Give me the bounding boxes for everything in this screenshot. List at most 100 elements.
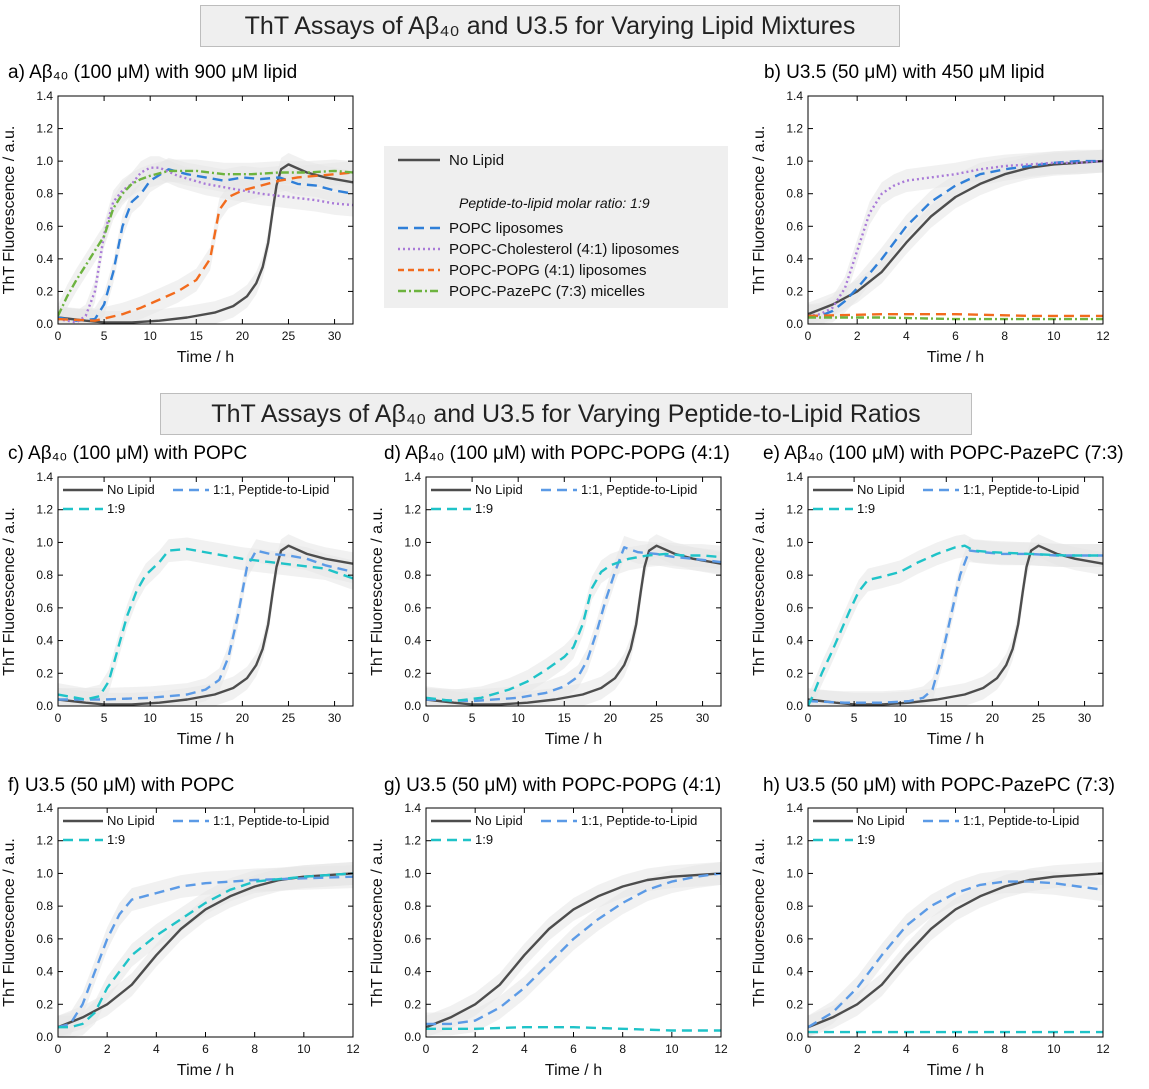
panel-a-title: a) Aβ₄₀ (100 μM) with 900 μM lipid: [8, 62, 298, 83]
series-line-no_lipid: [808, 544, 1103, 706]
y-tick-label: 0.4: [404, 965, 421, 979]
plot-area-h: [808, 862, 1103, 1037]
legend-label-no_lipid: No Lipid: [857, 482, 905, 497]
panel-d-title: d) Aβ₄₀ (100 μM) with POPC-POPG (4:1): [384, 443, 730, 464]
series-line-no_lipid: [426, 544, 721, 706]
panel-b-title: b) U3.5 (50 μM) with 450 μM lipid: [764, 62, 1045, 83]
x-tick-label: 20: [236, 711, 250, 725]
y-tick-label: 1.2: [404, 834, 421, 848]
plot-area-f: [58, 862, 353, 1037]
plot-frame: [57, 95, 354, 325]
chart-g: 0 2 4 6 8 10 12 0.0 0.2 0.4 0.6 0.8 1.0 1.2 1.4 Time / …: [369, 801, 728, 1079]
series-line-ratio_1_9: [58, 872, 353, 1029]
series-line-ratio_1_9: [808, 544, 1103, 706]
legend-label-ratio_1_1: 1:1, Peptide-to-Lipid: [963, 813, 1079, 828]
x-tick-label: 20: [986, 711, 1000, 725]
x-tick-label: 20: [604, 711, 618, 725]
x-tick-label: 0: [805, 1042, 812, 1056]
x-tick-label: 10: [894, 711, 908, 725]
lipid-mixture-legend: No Lipid Peptide-to-lipid molar ratio: 1…: [384, 146, 728, 308]
y-tick-label: 0.6: [786, 932, 803, 946]
y-tick-label: 1.0: [786, 866, 803, 880]
x-tick-label: 25: [650, 711, 664, 725]
series-line-no_lipid: [58, 872, 353, 1029]
series-line-ratio_1_1: [426, 546, 721, 703]
legend-label-ratio_1_9: 1:9: [107, 832, 125, 847]
y-tick-label: 1.0: [786, 535, 803, 549]
error-band-ratio_1_9: [808, 534, 1103, 706]
plot-area-d: [426, 534, 721, 706]
panel-f-title: f) U3.5 (50 μM) with POPC: [8, 775, 235, 796]
x-tick-label: 25: [1032, 711, 1046, 725]
x-tick-label: 30: [1078, 711, 1092, 725]
y-tick-label: 1.2: [36, 834, 53, 848]
y-tick-label: 1.4: [786, 801, 803, 815]
legend-label-ratio_1_1: 1:1, Peptide-to-Lipid: [213, 482, 329, 497]
series-line-popc_chol: [58, 166, 353, 324]
x-tick-label: 2: [854, 1042, 861, 1056]
chart-d: 0 5 10 15 20 25 30 0.0 0.2 0.4 0.6 0.8 1.0 1.2 1.4 Time…: [369, 470, 722, 748]
chart-h: 0 2 4 6 8 10 12 0.0 0.2 0.4 0.6 0.8 1.0 1.2 1.4 Time / …: [751, 801, 1110, 1079]
y-tick-label: 0.8: [786, 899, 803, 913]
y-tick-label: 0.2: [36, 997, 53, 1011]
legend-label-no_lipid: No Lipid: [475, 482, 523, 497]
legend-label-ratio_1_9: 1:9: [857, 832, 875, 847]
x-axis-label: Time / h: [927, 1062, 984, 1079]
x-tick-label: 12: [1096, 329, 1110, 343]
legend-label-popc: POPC liposomes: [449, 220, 563, 237]
x-tick-label: 15: [190, 329, 204, 343]
legend-subtitle: Peptide-to-lipid molar ratio: 1:9: [459, 195, 650, 211]
error-band-no_lipid: [808, 149, 1103, 324]
x-tick-label: 8: [251, 1042, 258, 1056]
legend-label-no_lipid: No Lipid: [107, 813, 155, 828]
series-line-popc: [58, 168, 353, 322]
x-tick-label: 2: [472, 1042, 479, 1056]
legend-label-ratio_1_9: 1:9: [107, 501, 125, 516]
plot-area-b: [808, 149, 1103, 324]
error-band-popc_chol: [58, 156, 353, 324]
x-tick-label: 15: [940, 711, 954, 725]
banner-lipid-mixtures-text: ThT Assays of Aβ₄₀ and U3.5 for Varying …: [244, 12, 856, 40]
y-tick-label: 0.6: [404, 601, 421, 615]
legend-label-ratio_1_1: 1:1, Peptide-to-Lipid: [581, 482, 697, 497]
chart-e: 0 5 10 15 20 25 30 0.0 0.2 0.4 0.6 0.8 1.0 1.2 1.4 Time…: [751, 470, 1104, 748]
series-line-ratio_1_1: [58, 549, 353, 701]
y-tick-label: 1.4: [36, 89, 53, 103]
y-tick-label: 0.0: [36, 1030, 53, 1044]
x-tick-label: 25: [282, 329, 296, 343]
series-line-no_lipid: [426, 872, 721, 1029]
legend-label-ratio_1_9: 1:9: [475, 501, 493, 516]
y-tick-label: 0.2: [36, 666, 53, 680]
x-tick-label: 30: [696, 711, 710, 725]
legend-label-ratio_1_1: 1:1, Peptide-to-Lipid: [963, 482, 1079, 497]
y-tick-label: 0.4: [36, 252, 53, 266]
plot-frame: [807, 476, 1104, 707]
plot-frame: [425, 476, 722, 707]
x-tick-label: 12: [1096, 1042, 1110, 1056]
series-line-ratio_1_9: [426, 1026, 721, 1032]
error-band-ratio_1_1: [58, 865, 353, 1037]
legend-label-no_lipid: No Lipid: [857, 813, 905, 828]
x-tick-label: 5: [101, 329, 108, 343]
error-band-ratio_1_9: [58, 862, 353, 1037]
y-tick-label: 1.0: [36, 154, 53, 168]
y-axis-label: ThT Fluorescence / a.u.: [1, 126, 18, 295]
series-line-no_lipid: [808, 159, 1103, 316]
x-tick-label: 20: [236, 329, 250, 343]
y-tick-label: 1.0: [36, 535, 53, 549]
chart-c: 0 5 10 15 20 25 30 0.0 0.2 0.4 0.6 0.8 1.0 1.2 1.4 Time…: [1, 470, 354, 748]
y-tick-label: 0.2: [36, 284, 53, 298]
y-axis-label: ThT Fluorescence / a.u.: [1, 507, 18, 676]
legend-label-no_lipid: No Lipid: [107, 482, 155, 497]
y-axis-label: ThT Fluorescence / a.u.: [369, 507, 386, 676]
y-tick-label: 1.0: [36, 866, 53, 880]
x-axis-label: Time / h: [177, 1062, 234, 1079]
x-tick-label: 6: [952, 1042, 959, 1056]
legend-label-ratio_1_1: 1:1, Peptide-to-Lipid: [581, 813, 697, 828]
error-band-no_lipid: [808, 862, 1103, 1037]
x-tick-label: 0: [805, 711, 812, 725]
chart-f: 0 2 4 6 8 10 12 0.0 0.2 0.4 0.6 0.8 1.0 1.2 1.4 Time / …: [1, 801, 360, 1079]
series-line-popc_chol: [808, 159, 1103, 318]
x-tick-label: 2: [104, 1042, 111, 1056]
error-band-ratio_1_1: [426, 862, 721, 1036]
